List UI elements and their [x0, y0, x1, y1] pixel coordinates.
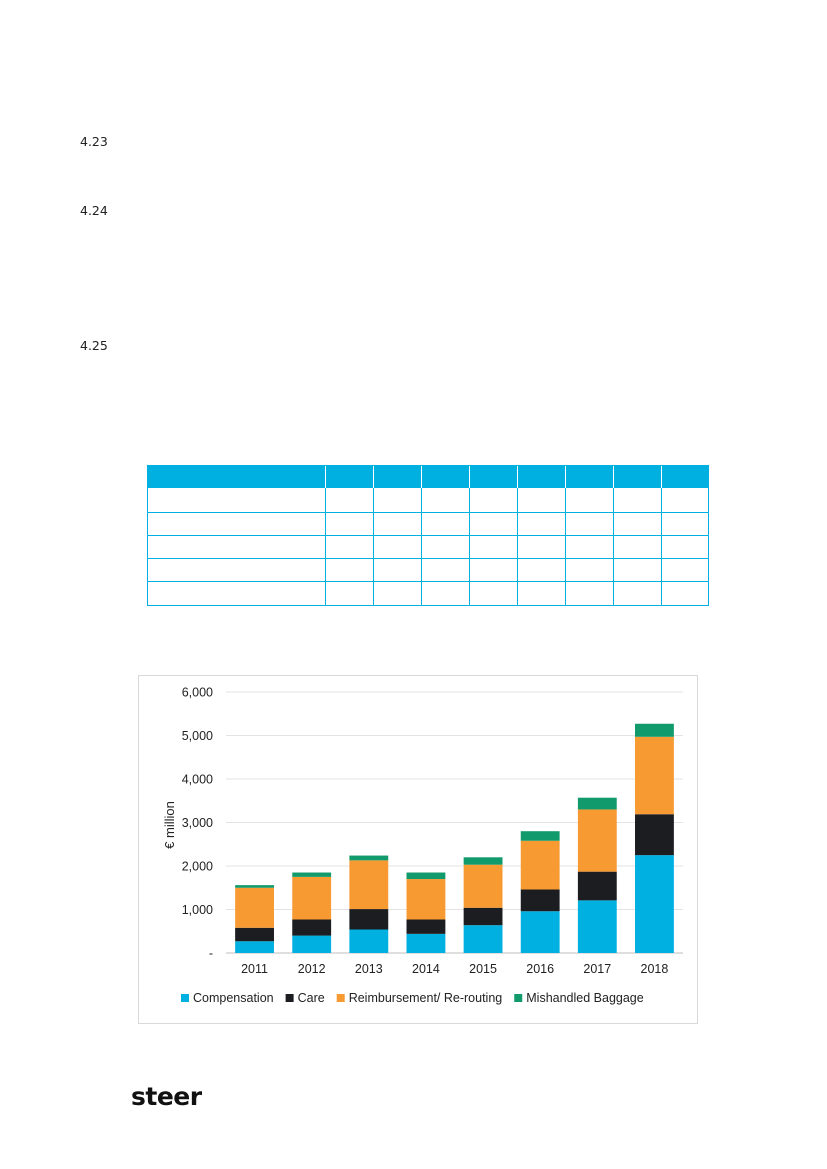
x-tick-label: 2014: [412, 962, 440, 976]
x-tick-label: 2016: [526, 962, 554, 976]
table-row-divider: [148, 535, 708, 536]
legend-label: Compensation: [193, 991, 274, 1005]
bar-segment: [349, 909, 389, 930]
bar-segment: [235, 927, 274, 942]
table-column-divider: [325, 488, 326, 606]
bar-segment: [292, 935, 332, 953]
table-row-divider: [148, 581, 708, 582]
y-tick-label: 2,000: [182, 860, 213, 874]
bar-segment: [235, 885, 274, 888]
bar-segment: [577, 797, 617, 810]
bar-segment: [463, 864, 503, 908]
x-tick-label: 2013: [355, 962, 383, 976]
table-header-divider: [469, 466, 470, 488]
table-header-row: [147, 465, 709, 488]
x-axis-ticks: 2011 2012 2013 2014 2015 2016 2017 2018: [241, 962, 668, 976]
bar-segment: [577, 809, 617, 872]
table-header-divider: [421, 466, 422, 488]
bar-segment: [635, 814, 674, 856]
table-column-divider: [613, 488, 614, 606]
bar-segment: [349, 929, 389, 953]
bar-segment: [463, 857, 503, 865]
table-header-divider: [661, 466, 662, 488]
bar-segment: [463, 925, 503, 953]
bar-segment: [292, 872, 332, 877]
table-column-divider: [517, 488, 518, 606]
bar-segment: [406, 933, 446, 953]
table-header-divider: [517, 466, 518, 488]
bar-segment: [406, 872, 446, 880]
bar-segment: [292, 919, 332, 936]
legend-swatch: [181, 994, 189, 1002]
bar-segment: [577, 900, 617, 953]
table-header-divider: [613, 466, 614, 488]
table-column-divider: [661, 488, 662, 606]
table-column-divider: [469, 488, 470, 606]
y-tick-label: -: [209, 947, 213, 961]
bar-segment: [577, 871, 617, 901]
legend-swatch: [336, 994, 345, 1002]
y-axis-ticks: - 1,000 2,000 3,000 4,000 5,000 6,000: [182, 686, 213, 961]
table-row-divider: [148, 512, 708, 513]
table-column-divider: [421, 488, 422, 606]
bar-segment: [635, 855, 674, 953]
stacked-bar-chart: - 1,000 2,000 3,000 4,000 5,000 6,000 2011 2012…: [162, 686, 683, 1005]
table-column-divider: [373, 488, 374, 606]
chart-bars: [235, 723, 674, 953]
bar-segment: [520, 911, 560, 953]
x-tick-label: 2018: [641, 962, 669, 976]
bar-segment: [235, 887, 274, 928]
bar-segment: [520, 831, 560, 841]
data-table: [147, 465, 709, 606]
bar-segment: [349, 855, 389, 861]
y-tick-label: 1,000: [182, 903, 213, 917]
bar-segment: [292, 876, 332, 920]
paragraph-number-4-25: 4.25: [80, 338, 108, 353]
y-axis-label: € million: [162, 801, 177, 849]
legend-label: Reimbursement/ Re-routing: [349, 991, 503, 1005]
x-tick-label: 2012: [298, 962, 326, 976]
bar-segment: [463, 907, 503, 926]
x-tick-label: 2017: [583, 962, 611, 976]
y-tick-label: 6,000: [182, 686, 213, 700]
x-tick-label: 2015: [469, 962, 497, 976]
y-tick-label: 3,000: [182, 816, 213, 830]
table-header-divider: [325, 466, 326, 488]
chart-legend: Compensation Care Reimbursement/ Re-routin…: [181, 991, 644, 1005]
bar-segment: [520, 840, 560, 890]
bar-segment: [520, 889, 560, 912]
legend-label: Mishandled Baggage: [526, 991, 643, 1005]
bar-segment: [406, 919, 446, 934]
steer-logo: steer: [131, 1082, 202, 1111]
bar-segment: [406, 879, 446, 920]
bar-segment: [349, 860, 389, 910]
bar-segment: [635, 736, 674, 815]
bar-segment: [635, 723, 674, 737]
y-tick-label: 5,000: [182, 729, 213, 743]
bar-segment: [235, 941, 274, 953]
y-tick-label: 4,000: [182, 773, 213, 787]
x-tick-label: 2011: [241, 962, 268, 976]
table-header-divider: [565, 466, 566, 488]
chart-frame: - 1,000 2,000 3,000 4,000 5,000 6,000 2011 2012…: [138, 675, 698, 1024]
paragraph-number-4-24: 4.24: [80, 203, 108, 218]
table-header-divider: [373, 466, 374, 488]
legend-label: Care: [298, 991, 325, 1005]
table-row-divider: [148, 558, 708, 559]
paragraph-number-4-23: 4.23: [80, 134, 108, 149]
legend-swatch: [514, 994, 523, 1002]
table-column-divider: [565, 488, 566, 606]
legend-swatch: [285, 994, 294, 1002]
